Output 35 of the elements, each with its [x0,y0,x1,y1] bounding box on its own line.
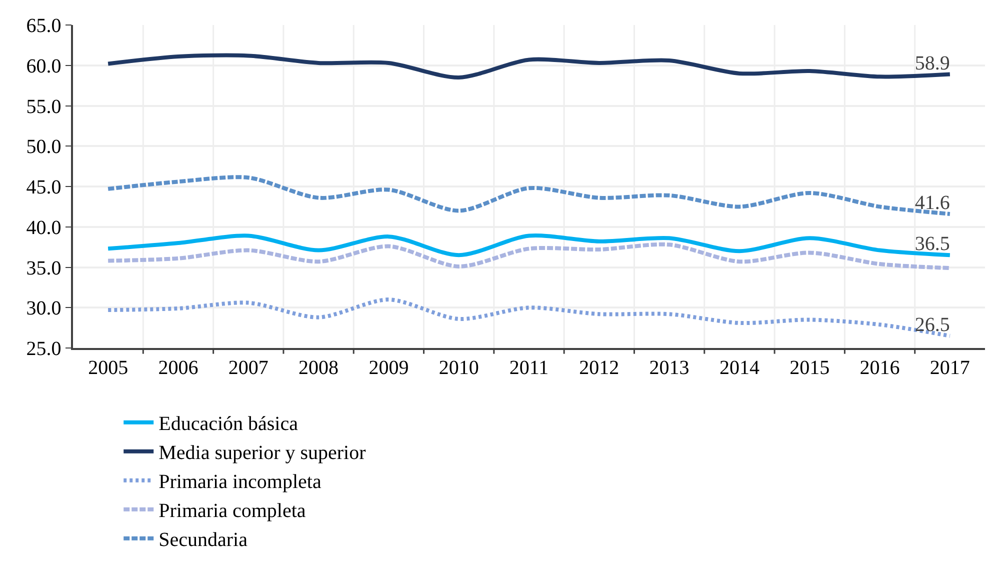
x-tick-label: 2007 [228,356,268,379]
y-tick-label: 40.0 [26,216,62,239]
legend-label: Media superior y superior [158,442,366,464]
data-label: 26.5 [914,314,950,336]
line-series [106,298,952,338]
legend-label: Primaria incompleta [158,471,322,494]
x-tick-label: 2014 [719,356,760,379]
x-tick-label: 2017 [930,356,970,379]
y-tick-label: 65.0 [26,15,62,37]
line-series [106,175,952,216]
x-tick-label: 2015 [790,356,830,379]
y-tick-label: 60.0 [26,55,62,78]
y-tick-label: 35.0 [26,257,62,280]
line-series [106,53,952,80]
y-tick-label: 25.0 [26,338,62,360]
data-label: 58.9 [914,52,950,74]
y-tick-label: 30.0 [26,298,62,320]
x-tick-label: 2005 [88,356,128,379]
data-label: 41.6 [914,192,950,214]
legend-label: Primaria completa [158,500,306,522]
x-tick-label: 2013 [649,356,690,379]
y-tick-label: 55.0 [26,96,62,118]
legend-label: Secundaria [158,529,248,552]
x-tick-label: 2010 [438,356,479,379]
x-tick-label: 2016 [860,356,900,379]
line-series [106,234,952,258]
y-tick-label: 50.0 [26,136,62,158]
data-label: 36.5 [914,233,950,256]
x-tick-label: 2008 [298,356,339,379]
x-tick-label: 2006 [158,356,198,379]
x-tick-label: 2011 [509,356,549,379]
legend-label: Educación básica [158,413,298,436]
x-tick-label: 2012 [579,356,620,379]
x-tick-label: 2009 [368,356,409,379]
y-tick-label: 45.0 [26,176,62,198]
